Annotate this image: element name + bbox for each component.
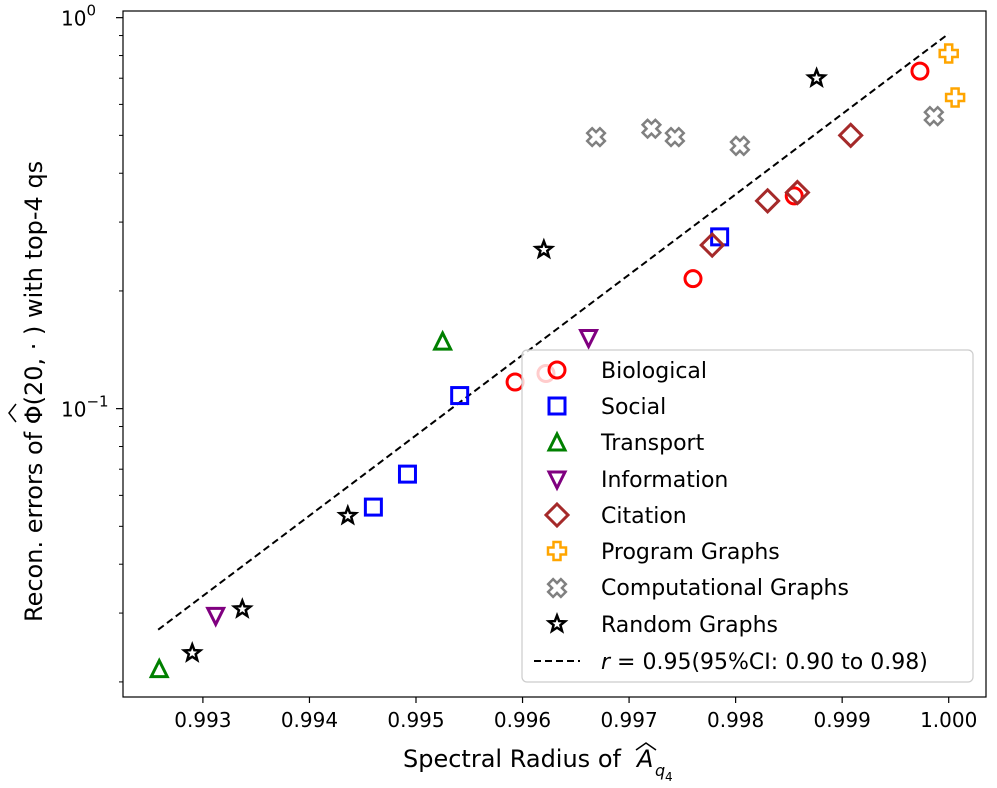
legend-marker-program-graphs (546, 540, 568, 562)
data-point-social (710, 227, 730, 247)
legend-box (521, 349, 974, 683)
legend-entry-program-graphs: Program Graphs (601, 540, 780, 565)
data-point-random-graphs (180, 641, 204, 663)
data-point-social (363, 497, 383, 517)
x-tick-label: 0.994 (281, 708, 338, 732)
x-tick-label: 0.995 (387, 708, 444, 732)
y-tick-label: 100 (61, 2, 96, 31)
x-tick-label: 0.999 (814, 708, 871, 732)
data-point-program-graphs (944, 87, 966, 108)
data-points (148, 43, 966, 679)
data-point-computational-graphs (585, 126, 607, 148)
plot-area (148, 32, 966, 679)
data-point-computational-graphs (664, 126, 686, 148)
x-tick-label: 1.000 (920, 708, 977, 732)
svg-text:4: 4 (665, 770, 673, 784)
legend-entry-citation: Citation (601, 504, 687, 529)
data-point-citation (837, 122, 864, 149)
x-axis-label: Spectral Radius of (403, 745, 621, 773)
legend-entry-biological: Biological (601, 359, 707, 384)
data-point-random-graphs (336, 503, 360, 526)
data-point-computational-graphs (640, 118, 663, 140)
data-point-computational-graphs (923, 105, 945, 127)
data-point-social (397, 464, 417, 484)
data-point-biological (683, 269, 703, 289)
fit-line (157, 32, 950, 631)
data-point-citation (754, 187, 781, 214)
x-tick-label: 0.993 (174, 708, 231, 732)
x-axis-label-symbol: A q 4 (635, 742, 673, 784)
y-axis-ticks: 10−1 100 (61, 2, 123, 683)
data-point-random-graphs (532, 237, 556, 260)
legend-marker-biological (547, 360, 567, 380)
legend-marker-random-graphs (545, 611, 569, 634)
data-point-transport (148, 657, 170, 679)
data-point-biological (784, 186, 804, 206)
data-point-citation (784, 179, 811, 206)
legend-marker-computational-graphs (546, 577, 568, 599)
data-point-computational-graphs (729, 135, 751, 157)
legend-entry-random-graphs: Random Graphs (601, 613, 778, 638)
legend-marker-information (546, 470, 568, 492)
y-axis-label: Recon. errors of Φ(20, · ) with top-4 qs (8, 161, 48, 622)
legend-marker-citation (543, 501, 571, 529)
x-tick-label: 0.997 (600, 708, 657, 732)
data-point-information (578, 329, 600, 350)
x-tick-label: 0.998 (707, 708, 764, 732)
legend-entry-computational-graphs: Computational Graphs (601, 576, 849, 601)
legend-entry-information: Information (601, 468, 728, 493)
data-point-transport (432, 329, 454, 351)
legend-entry-fit-line: r = 0.95(95%CI: 0.90 to 0.98) (601, 650, 928, 675)
x-axis-ticks: 0.993 0.994 0.995 0.996 0.997 0.998 0.999 1.000 (174, 697, 977, 732)
data-point-random-graphs (805, 66, 829, 88)
legend-marker-social (547, 396, 567, 416)
legend-entry-social: Social (601, 395, 666, 420)
data-point-citation (699, 231, 726, 259)
data-point-program-graphs (938, 43, 959, 64)
data-point-social (450, 386, 470, 406)
legend-marker-transport (546, 430, 568, 452)
legend: Biological Social Transport Information … (521, 349, 974, 683)
data-point-information (205, 606, 227, 628)
y-tick-label: 10−1 (61, 393, 109, 422)
x-tick-label: 0.996 (494, 708, 551, 732)
svg-text:q: q (655, 761, 665, 780)
data-point-biological (910, 61, 930, 81)
svg-text:A: A (635, 745, 653, 773)
plot-frame (122, 10, 987, 698)
legend-entry-transport: Transport (600, 431, 705, 456)
data-point-random-graphs (230, 597, 254, 619)
svg-text:Recon. errors of Φ(20, · ) wit: Recon. errors of Φ(20, · ) with top-4 qs (20, 161, 48, 622)
